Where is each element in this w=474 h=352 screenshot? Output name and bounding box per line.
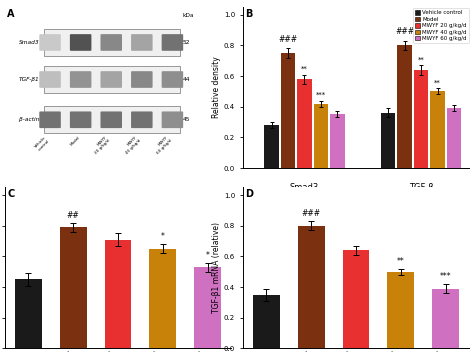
Bar xyxy=(330,114,345,168)
Text: 44: 44 xyxy=(182,77,190,82)
Text: ***: *** xyxy=(316,92,326,98)
Text: β-actin: β-actin xyxy=(19,117,40,122)
Bar xyxy=(343,250,369,348)
Bar xyxy=(387,272,414,348)
Bar xyxy=(105,240,131,348)
Bar xyxy=(447,108,461,168)
FancyBboxPatch shape xyxy=(162,112,183,128)
FancyBboxPatch shape xyxy=(162,34,183,51)
Text: C: C xyxy=(7,189,14,199)
Legend: Vehicle control, Model, MWYF 20 g/kg/d, MWYF 40 g/kg/d, MWYF 60 g/kg/d: Vehicle control, Model, MWYF 20 g/kg/d, … xyxy=(412,8,469,44)
Text: **: ** xyxy=(301,65,308,71)
Text: ###: ### xyxy=(301,209,321,218)
FancyBboxPatch shape xyxy=(100,71,122,88)
Bar xyxy=(314,104,328,168)
Text: kDa: kDa xyxy=(182,13,194,19)
Bar xyxy=(194,267,221,348)
Bar xyxy=(381,113,395,168)
Text: ###: ### xyxy=(278,35,298,44)
FancyBboxPatch shape xyxy=(131,71,153,88)
Text: ###: ### xyxy=(395,27,414,36)
Bar xyxy=(414,70,428,168)
FancyBboxPatch shape xyxy=(100,112,122,128)
Bar xyxy=(60,227,87,348)
Y-axis label: Relative density: Relative density xyxy=(212,57,221,118)
Text: **: ** xyxy=(418,56,425,62)
Bar xyxy=(45,29,180,56)
Bar xyxy=(253,295,280,348)
Bar xyxy=(298,226,325,348)
Text: *: * xyxy=(161,232,165,241)
FancyBboxPatch shape xyxy=(39,34,61,51)
Bar xyxy=(398,45,412,168)
FancyBboxPatch shape xyxy=(70,112,91,128)
Bar xyxy=(281,53,295,168)
Bar xyxy=(432,289,459,348)
Text: ##: ## xyxy=(67,210,80,220)
Text: MWYF
40 g/kg/d: MWYF 40 g/kg/d xyxy=(122,135,142,155)
FancyBboxPatch shape xyxy=(131,34,153,51)
Text: B: B xyxy=(245,9,252,19)
Text: MWYF
20 g/kg/d: MWYF 20 g/kg/d xyxy=(91,135,111,155)
FancyBboxPatch shape xyxy=(70,71,91,88)
Text: TGF-β1: TGF-β1 xyxy=(19,77,40,82)
Bar xyxy=(149,249,176,348)
Bar xyxy=(45,106,180,133)
FancyBboxPatch shape xyxy=(39,71,61,88)
Text: *: * xyxy=(206,251,210,259)
Text: Model: Model xyxy=(69,135,81,146)
Text: D: D xyxy=(245,189,253,199)
Text: 52: 52 xyxy=(182,40,190,45)
Text: Smad3: Smad3 xyxy=(19,40,40,45)
Y-axis label: TGF-β1 mRNA (relative): TGF-β1 mRNA (relative) xyxy=(212,222,221,313)
Text: A: A xyxy=(7,9,15,19)
Text: TGF-β: TGF-β xyxy=(409,183,434,191)
Bar xyxy=(264,125,279,168)
FancyBboxPatch shape xyxy=(162,71,183,88)
Text: 45: 45 xyxy=(182,117,190,122)
Bar xyxy=(297,79,312,168)
FancyBboxPatch shape xyxy=(131,112,153,128)
FancyBboxPatch shape xyxy=(70,34,91,51)
Bar xyxy=(430,92,445,168)
Text: **: ** xyxy=(434,79,441,85)
Text: Vehicle
control: Vehicle control xyxy=(34,135,50,151)
Text: **: ** xyxy=(397,257,405,266)
Bar xyxy=(15,279,42,348)
FancyBboxPatch shape xyxy=(100,34,122,51)
Text: Smad3: Smad3 xyxy=(290,183,319,191)
Bar xyxy=(45,66,180,93)
FancyBboxPatch shape xyxy=(39,112,61,128)
Text: ***: *** xyxy=(440,272,451,281)
Text: MWYF
60 g/kg/d: MWYF 60 g/kg/d xyxy=(153,135,173,155)
